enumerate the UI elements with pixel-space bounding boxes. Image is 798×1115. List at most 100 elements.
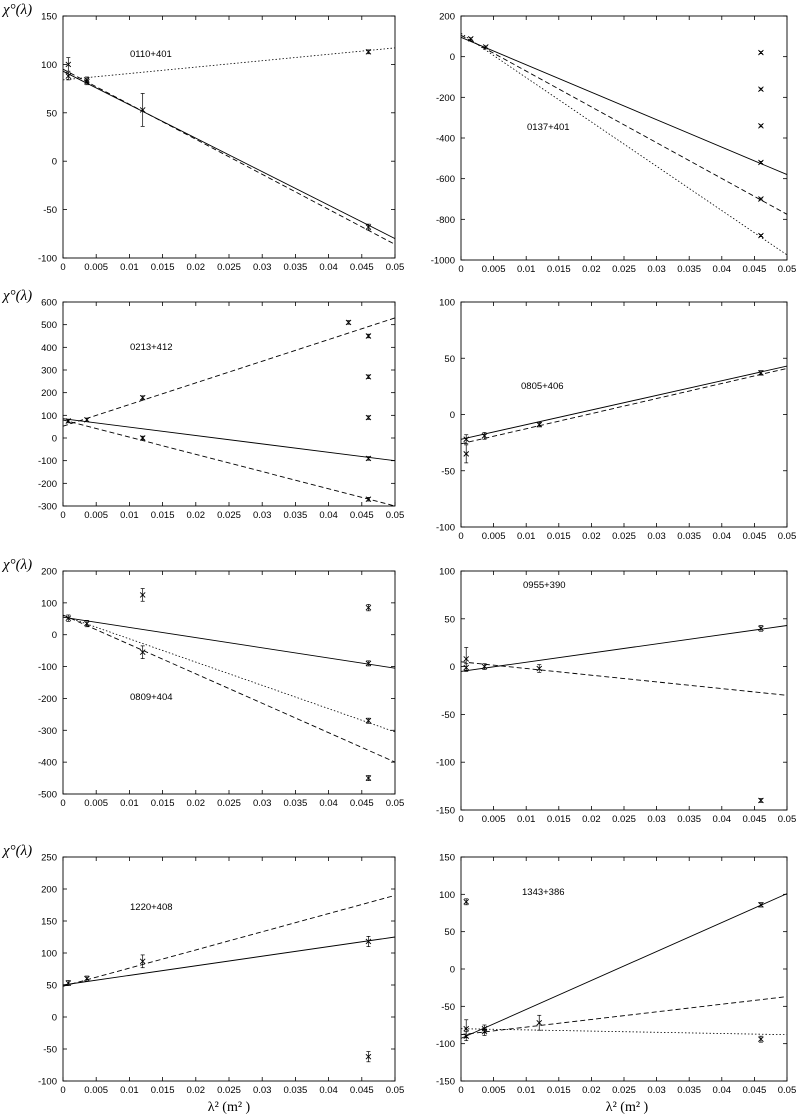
y-axis-label: χ°(λ) (1, 843, 32, 859)
x-tick-label: 0.045 (350, 262, 374, 273)
plot-frame (460, 301, 788, 528)
x-tick-label: 0.01 (120, 798, 139, 809)
x-tick-label: 0.01 (517, 1085, 536, 1096)
fit-line-dotted (62, 47, 396, 81)
plot-frame (62, 570, 396, 795)
panel-0213+412: 0 0.005 0.01 0.015 0.02 0.025 0.03 0.035 0.04 0.0… (38, 298, 404, 522)
y-tick-label: 200 (41, 388, 57, 399)
y-tick-label: 400 (41, 343, 57, 354)
data-point (345, 319, 352, 326)
panel-0955+390: 0 0.005 0.01 0.015 0.02 0.025 0.03 0.035 0.04 0.0… (436, 567, 796, 826)
x-tick-label: 0.01 (517, 814, 536, 825)
x-tick-label: 0.03 (647, 814, 666, 825)
y-tick-label: 100 (41, 411, 57, 422)
fit-line-dashed (62, 317, 396, 427)
x-tick-label: 0.04 (713, 264, 732, 275)
y-axis-label: χ°(λ) (1, 288, 32, 304)
data-point (84, 975, 90, 982)
data-point (463, 434, 470, 445)
y-tick-label: 0 (450, 965, 455, 976)
data-point (463, 663, 470, 672)
data-point (481, 1027, 488, 1036)
y-tick-label: -50 (43, 205, 57, 216)
plot-frame (62, 856, 396, 1082)
y-tick-label: -50 (43, 1045, 57, 1056)
x-tick-label: 0.02 (582, 814, 601, 825)
fit-line-solid (62, 616, 396, 669)
data-point (365, 496, 372, 503)
data-point (84, 417, 90, 423)
fit-line-dashed (460, 367, 788, 445)
y-tick-label: 100 (439, 890, 455, 901)
y-tick-label: 50 (444, 354, 455, 365)
y-tick-label: 0 (52, 157, 57, 168)
x-tick-label: 0.03 (647, 531, 666, 542)
data-point (139, 645, 146, 659)
x-tick-label: 0.025 (217, 798, 241, 809)
y-tick-label: 0 (52, 1013, 57, 1024)
data-point (65, 418, 72, 424)
x-tick-label: 0.045 (743, 1085, 767, 1096)
x-tick-label: 0.03 (647, 1085, 666, 1096)
x-tick-label: 0.04 (319, 798, 338, 809)
x-tick-label: 0 (458, 1085, 463, 1096)
x-tick-label: 0.025 (612, 531, 636, 542)
data-point (758, 797, 764, 804)
source-label: 0805+406 (521, 381, 564, 392)
source-label: 0213+412 (130, 342, 173, 353)
y-tick-label: -50 (441, 1002, 455, 1013)
y-tick-label: 100 (41, 60, 57, 71)
y-tick-label: -150 (436, 1077, 455, 1088)
plot-frame (460, 570, 788, 811)
x-tick-label: 0.04 (319, 510, 338, 521)
x-tick-label: 0 (60, 1085, 65, 1096)
y-tick-label: -150 (436, 806, 455, 817)
y-tick-label: -200 (38, 694, 57, 705)
x-tick-label: 0.05 (386, 798, 405, 809)
x-tick-label: 0.005 (84, 798, 108, 809)
x-tick-label: 0.05 (778, 531, 797, 542)
data-point (463, 444, 470, 464)
x-tick-label: 0.04 (713, 531, 732, 542)
x-tick-label: 0.005 (84, 262, 108, 273)
x-tick-label: 0.045 (743, 814, 767, 825)
x-tick-label: 0.05 (386, 510, 405, 521)
data-point (365, 333, 372, 339)
data-point (65, 57, 72, 72)
data-point (365, 223, 372, 231)
y-tick-label: 100 (41, 598, 57, 609)
y-tick-label: 200 (41, 885, 57, 896)
x-tick-label: 0.03 (253, 1085, 272, 1096)
x-tick-label: 0 (458, 531, 463, 542)
data-point (65, 614, 72, 622)
y-tick-label: -100 (436, 1039, 455, 1050)
y-axis-label: χ°(λ) (1, 557, 32, 573)
fit-line-solid (62, 418, 396, 462)
y-tick-label: -100 (436, 758, 455, 769)
y-tick-label: 500 (41, 320, 57, 331)
fit-line-dashed (460, 661, 788, 696)
x-tick-label: 0.015 (151, 1085, 175, 1096)
panel-0110+401: 0 0.005 0.01 0.015 0.02 0.025 0.03 0.035 0.04 0.0… (38, 12, 404, 274)
panel-0137+401: 0 0.005 0.01 0.015 0.02 0.025 0.03 0.035 0.04 0.0… (431, 12, 797, 276)
panel-0805+406: 0 0.005 0.01 0.015 0.02 0.025 0.03 0.035 0.04 0.0… (436, 298, 796, 543)
x-tick-label: 0 (458, 814, 463, 825)
source-label: 0110+401 (130, 49, 172, 60)
data-point (758, 49, 764, 56)
x-tick-label: 0.035 (677, 814, 701, 825)
x-tick-label: 0.015 (547, 1085, 571, 1096)
fit-line-dotted (460, 32, 788, 256)
data-point (758, 159, 764, 166)
data-point (758, 196, 764, 202)
data-point (536, 664, 543, 673)
x-tick-label: 0.03 (253, 798, 272, 809)
data-point (758, 1035, 764, 1043)
y-tick-label: -100 (38, 662, 57, 673)
y-tick-label: -400 (38, 758, 57, 769)
x-tick-label: 0.005 (482, 531, 506, 542)
x-tick-label: 0.035 (677, 531, 701, 542)
data-point (758, 232, 764, 239)
y-tick-label: 0 (450, 52, 455, 63)
x-tick-label: 0.01 (517, 531, 536, 542)
